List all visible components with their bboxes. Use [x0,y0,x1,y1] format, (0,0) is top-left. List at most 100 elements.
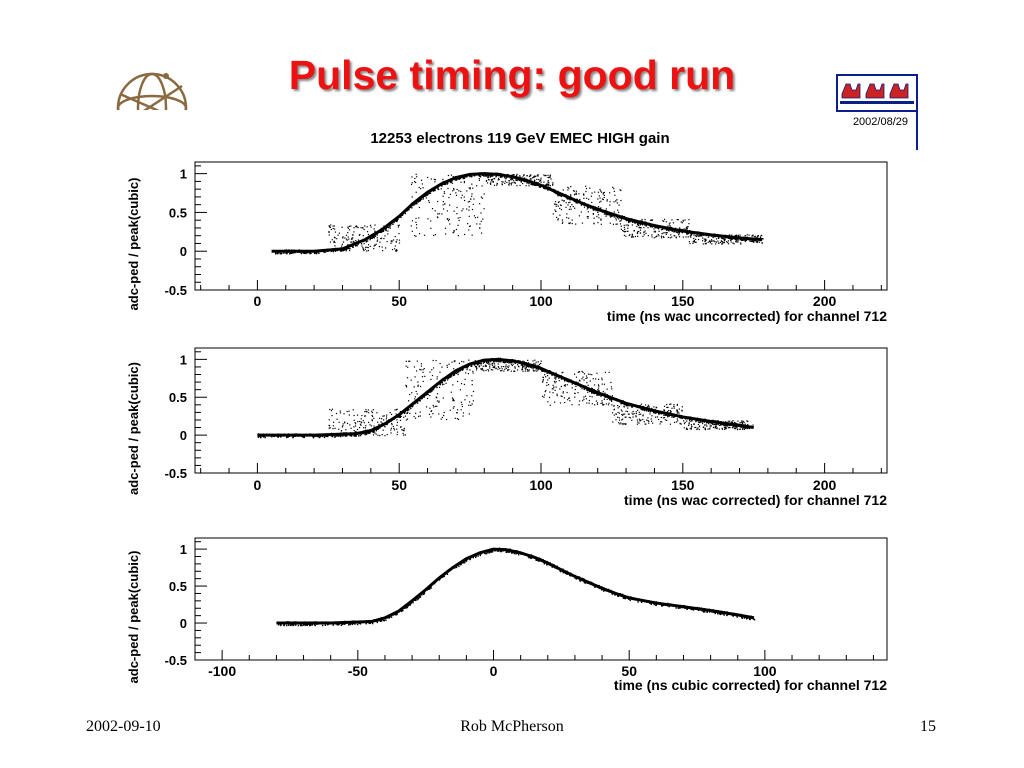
scatter-point [741,422,744,424]
scatter-point [356,428,359,431]
scatter-point [548,176,550,179]
scatter-point [530,557,532,560]
scatter-point [734,425,737,428]
scatter-point [662,236,664,238]
scatter-point [384,435,386,437]
scatter-point [511,364,513,367]
scatter-point [562,371,564,374]
scatter-point [461,360,463,363]
scatter-point [591,392,593,394]
scatter-point [486,552,488,555]
y-tick-label: -0.5 [165,653,187,668]
scatter-point [437,213,439,215]
scatter-point [591,387,593,390]
scatter-point [555,386,557,388]
scatter-point [568,187,570,189]
scatter-point [363,250,365,252]
scatter-point [609,399,611,401]
scatter-point [470,365,472,367]
scatter-point [638,230,640,233]
scatter-point [495,176,497,178]
scatter-point [597,389,599,391]
scatter-point [695,420,697,423]
scatter-point [582,400,584,402]
scatter-point [542,377,545,379]
scatter-point [510,179,512,181]
scatter-point [592,378,594,380]
scatter-point [440,188,442,190]
scatter-point [472,187,474,189]
scatter-point [510,182,512,184]
scatter-point [703,421,706,423]
scatter-point [416,202,418,204]
scatter-point [663,218,666,220]
scatter-point [434,181,436,183]
scatter-point [579,199,581,201]
scatter-point [669,410,672,412]
scatter-point [399,416,401,418]
scatter-point [315,252,318,255]
scatter-point [377,428,379,430]
scatter-point [441,416,444,419]
scatter-point [495,550,497,552]
scatter-point [596,372,598,374]
scatter-point [456,418,459,420]
scatter-point [564,380,566,382]
scatter-point [586,402,588,404]
scatter-point [479,362,481,365]
scatter-point [424,194,427,197]
scatter-point [398,232,400,235]
scatter-point [710,425,712,427]
scatter-point [716,612,719,615]
scatter-point [409,604,412,606]
scatter-point [619,220,621,222]
scatter-point [563,385,565,387]
scatter-point [446,182,449,184]
scatter-point [452,190,454,192]
scatter-point [478,179,481,181]
scatter-point [748,234,750,236]
scatter-point [262,436,265,438]
scatter-point [562,571,565,574]
scatter-point [643,232,645,234]
scatter-point [476,223,478,225]
scatter-point [443,208,445,210]
scatter-point [683,228,685,230]
scatter-point [656,416,659,418]
scatter-point [760,236,762,239]
scatter-point [329,226,331,228]
scatter-point [506,361,509,363]
scatter-point [404,212,407,215]
scatter-point [379,241,381,243]
scatter-point [418,186,420,189]
scatter-point [408,400,410,402]
scatter-point [323,251,325,254]
scatter-point [517,553,520,556]
scatter-point [372,434,375,436]
scatter-point [605,213,607,215]
scatter-point [529,174,531,176]
scatter-point [366,432,368,435]
scatter-point [514,362,516,365]
scatter-point [667,406,669,408]
scatter-point [489,551,491,554]
scatter-point [339,412,342,414]
scatter-point [665,232,667,234]
scatter-point [640,408,642,410]
emec-cradle-logo [836,74,918,112]
scatter-point [497,368,499,370]
scatter-point [723,239,725,241]
scatter-point [671,229,673,232]
scatter-point [626,404,628,407]
scatter-point [411,220,414,222]
scatter-point [609,222,611,224]
scatter-point [664,419,666,421]
scatter-point [481,174,484,177]
scatter-point [612,223,615,225]
scatter-point [737,234,740,237]
scatter-point [669,237,671,239]
scatter-point [613,201,615,203]
scatter-point [623,234,625,236]
scatter-point [577,381,579,383]
scatter-point [422,380,424,383]
